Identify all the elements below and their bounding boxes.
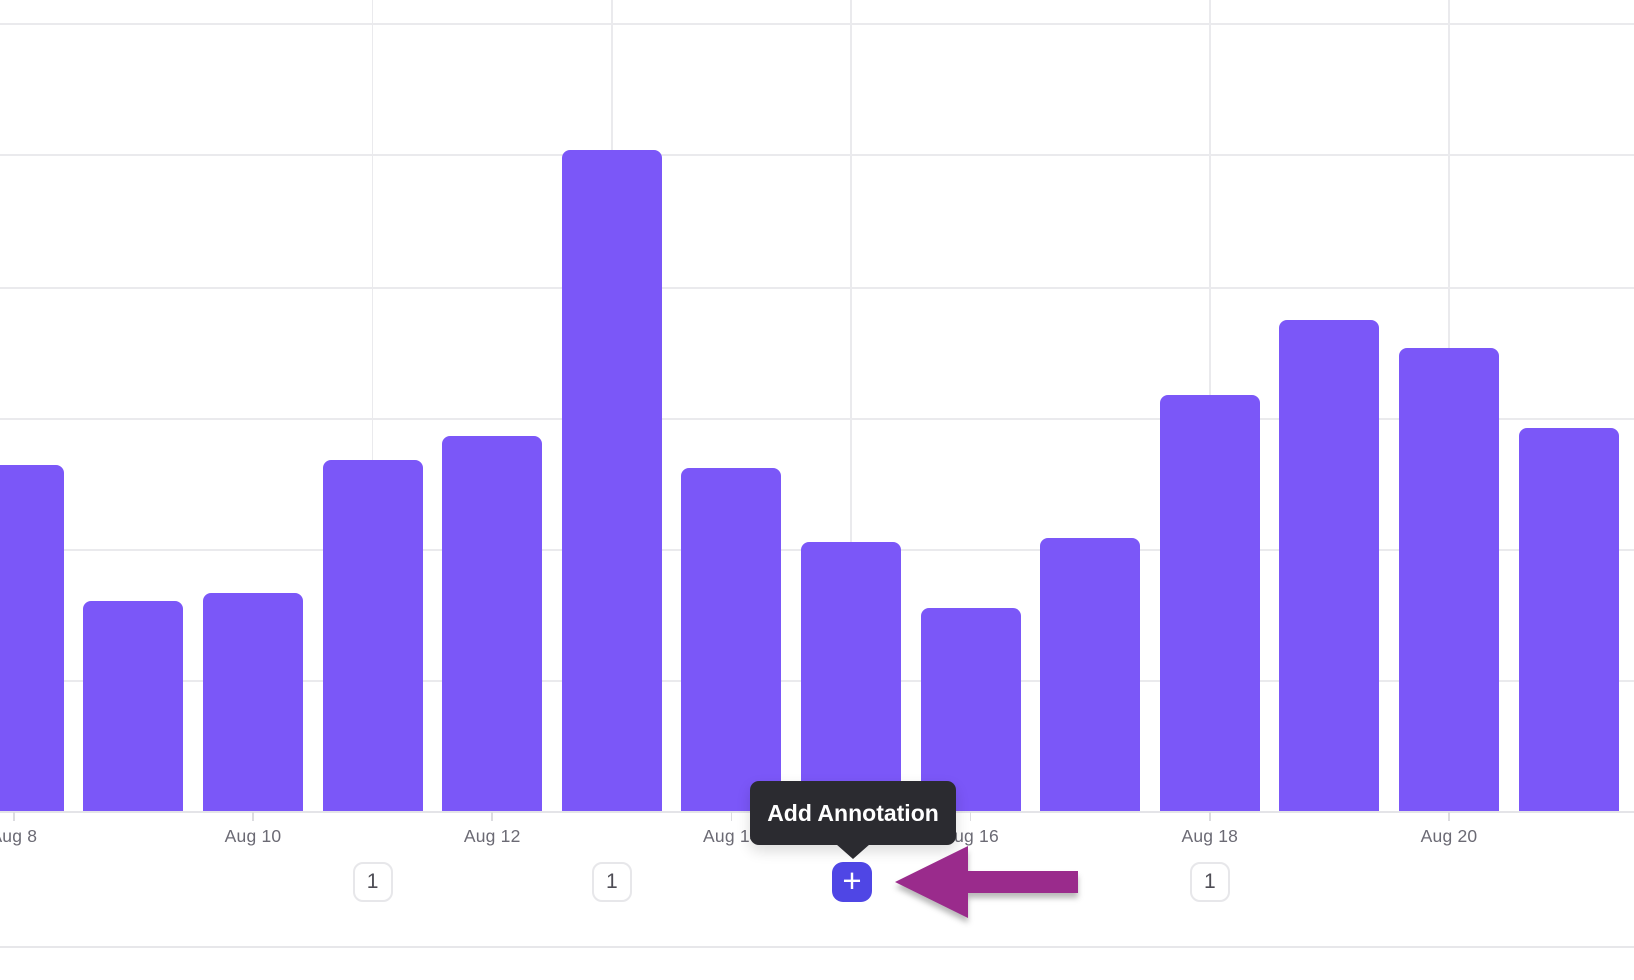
annotation-pointer-arrow-icon <box>895 846 1078 918</box>
x-axis-tick-label: Aug 18 <box>1181 826 1239 846</box>
vertical-gridline <box>850 0 852 811</box>
bar-aug-17[interactable] <box>1040 538 1141 811</box>
bar-aug-21[interactable] <box>1518 428 1619 811</box>
horizontal-gridline <box>0 418 1634 420</box>
bar-aug-13[interactable] <box>561 150 662 811</box>
bar-aug-11[interactable] <box>322 460 423 811</box>
horizontal-gridline <box>0 23 1634 25</box>
x-axis-tick-label: Aug 8 <box>0 826 38 846</box>
bar-aug-10[interactable] <box>203 593 303 811</box>
x-axis-tick <box>969 812 972 821</box>
horizontal-gridline <box>0 154 1634 156</box>
add-annotation-button[interactable]: + <box>832 862 872 902</box>
x-axis-tick <box>730 812 733 821</box>
x-axis-tick-label: Aug 20 <box>1420 826 1478 846</box>
x-axis-tick <box>13 812 15 821</box>
tooltip-pointer <box>836 844 870 859</box>
x-axis-tick-label: Aug 10 <box>224 826 282 846</box>
bar-aug-19[interactable] <box>1279 320 1380 811</box>
x-axis-tick-label: Aug 16 <box>942 826 999 846</box>
annotation-count-badge-aug-13[interactable]: 1 <box>591 862 632 902</box>
bar-aug-14[interactable] <box>681 468 782 811</box>
bottom-separator <box>0 946 1634 948</box>
bar-aug-16[interactable] <box>920 608 1021 811</box>
bar-aug-9[interactable] <box>83 601 184 811</box>
annotation-count-badge-aug-11[interactable]: 1 <box>352 862 393 902</box>
annotation-count-badge-aug-18[interactable]: 1 <box>1189 862 1230 902</box>
add-annotation-tooltip: Add Annotation <box>750 781 956 859</box>
bar-aug-20[interactable] <box>1399 348 1499 811</box>
x-axis-tick-label: Aug 12 <box>463 826 521 846</box>
add-annotation-tooltip-label: Add Annotation <box>767 799 939 826</box>
x-axis-tick-label: Aug 14 <box>703 826 760 846</box>
x-axis-tick <box>252 812 254 821</box>
bar-aug-8[interactable] <box>0 465 64 811</box>
bar-aug-12[interactable] <box>442 436 543 811</box>
x-axis-tick <box>1209 812 1211 821</box>
vertical-gridline <box>371 0 374 811</box>
horizontal-gridline <box>0 287 1634 289</box>
plus-icon: + <box>842 862 862 899</box>
x-axis-tick <box>1448 812 1450 821</box>
x-axis-tick <box>491 812 493 821</box>
bar-aug-15[interactable] <box>801 542 901 811</box>
bar-aug-18[interactable] <box>1159 395 1260 811</box>
